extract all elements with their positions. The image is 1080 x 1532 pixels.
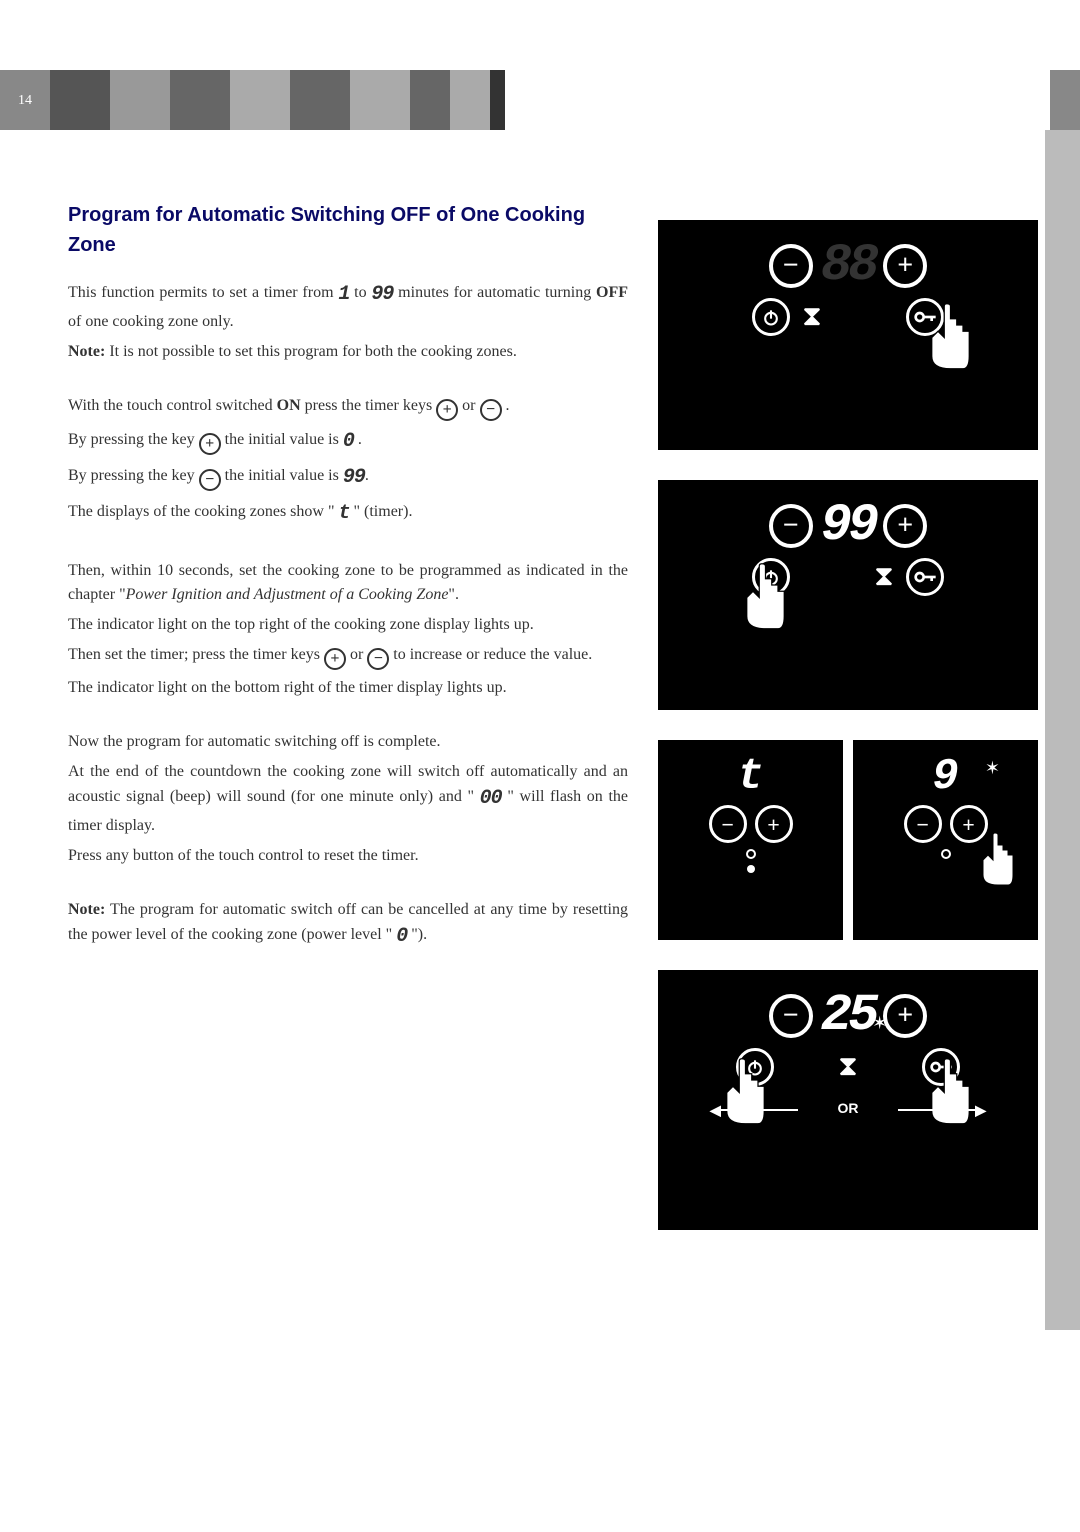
or-label: ◀ OR ▶ <box>668 1098 1028 1119</box>
hourglass-icon: ⧗ <box>838 1046 858 1088</box>
paragraph: The displays of the cooking zones show "… <box>68 499 628 529</box>
paragraph: Note: It is not possible to set this pro… <box>68 340 628 364</box>
plus-icon: + <box>199 433 221 455</box>
hand-pointer-icon <box>918 300 983 375</box>
minus-button-icon: − <box>769 994 813 1038</box>
spark-icon: ✶ <box>985 755 1000 782</box>
minus-button-icon: − <box>769 244 813 288</box>
header-band: 14 <box>0 70 1080 130</box>
paragraph: At the end of the countdown the cooking … <box>68 760 628 838</box>
control-panel-figure-4: − 25 ✶ + ⧗ <box>658 970 1038 1230</box>
paragraph: With the touch control switched ON press… <box>68 394 628 421</box>
control-panel-figure-3: t − + 9 ✶ − + <box>658 740 1038 940</box>
hand-pointer-icon <box>733 560 798 635</box>
section-heading: Program for Automatic Switching OFF of O… <box>68 200 628 260</box>
minus-icon: − <box>367 648 389 670</box>
paragraph: By pressing the key − the initial value … <box>68 463 628 493</box>
indicator-dot-icon <box>747 865 755 873</box>
paragraph: Now the program for automatic switching … <box>68 730 628 754</box>
figures-column: − 88 + ⧗ − 99 + <box>658 200 1038 1260</box>
plus-button-icon: + <box>883 994 927 1038</box>
timer-display: 25 <box>821 990 875 1042</box>
zone-display: 9 <box>861 755 1030 799</box>
paragraph: This function permits to set a timer fro… <box>68 280 628 334</box>
minus-icon: − <box>480 399 502 421</box>
indicator-circle-icon <box>941 849 951 859</box>
zone-display: t <box>666 755 835 799</box>
spark-icon: ✶ <box>872 1010 887 1037</box>
paragraph: Then set the timer; press the timer keys… <box>68 643 628 670</box>
paragraph: The indicator light on the top right of … <box>68 613 628 637</box>
paragraph: By pressing the key + the initial value … <box>68 427 628 457</box>
paragraph: Then, within 10 seconds, set the cooking… <box>68 559 628 607</box>
timer-display: 99 <box>821 500 875 552</box>
indicator-circle-icon <box>746 849 756 859</box>
control-panel-figure-2: − 99 + ⧗ <box>658 480 1038 710</box>
page-number: 14 <box>0 70 50 130</box>
hand-pointer-icon <box>973 830 1023 890</box>
paragraph: Press any button of the touch control to… <box>68 844 628 868</box>
minus-button-icon: − <box>904 805 942 843</box>
key-icon <box>906 558 944 596</box>
text-column: Program for Automatic Switching OFF of O… <box>68 200 628 1260</box>
hourglass-icon: ⧗ <box>802 296 822 338</box>
minus-button-icon: − <box>709 805 747 843</box>
plus-icon: + <box>324 648 346 670</box>
power-icon <box>752 298 790 336</box>
paragraph: The indicator light on the bottom right … <box>68 676 628 700</box>
plus-icon: + <box>436 399 458 421</box>
timer-display: 88 <box>821 240 875 292</box>
control-panel-figure-1: − 88 + ⧗ <box>658 220 1038 450</box>
plus-button-icon: + <box>883 504 927 548</box>
plus-button-icon: + <box>755 805 793 843</box>
plus-button-icon: + <box>883 244 927 288</box>
paragraph: Note: The program for automatic switch o… <box>68 898 628 952</box>
hourglass-icon: ⧗ <box>874 556 894 598</box>
minus-button-icon: − <box>769 504 813 548</box>
minus-icon: − <box>199 469 221 491</box>
